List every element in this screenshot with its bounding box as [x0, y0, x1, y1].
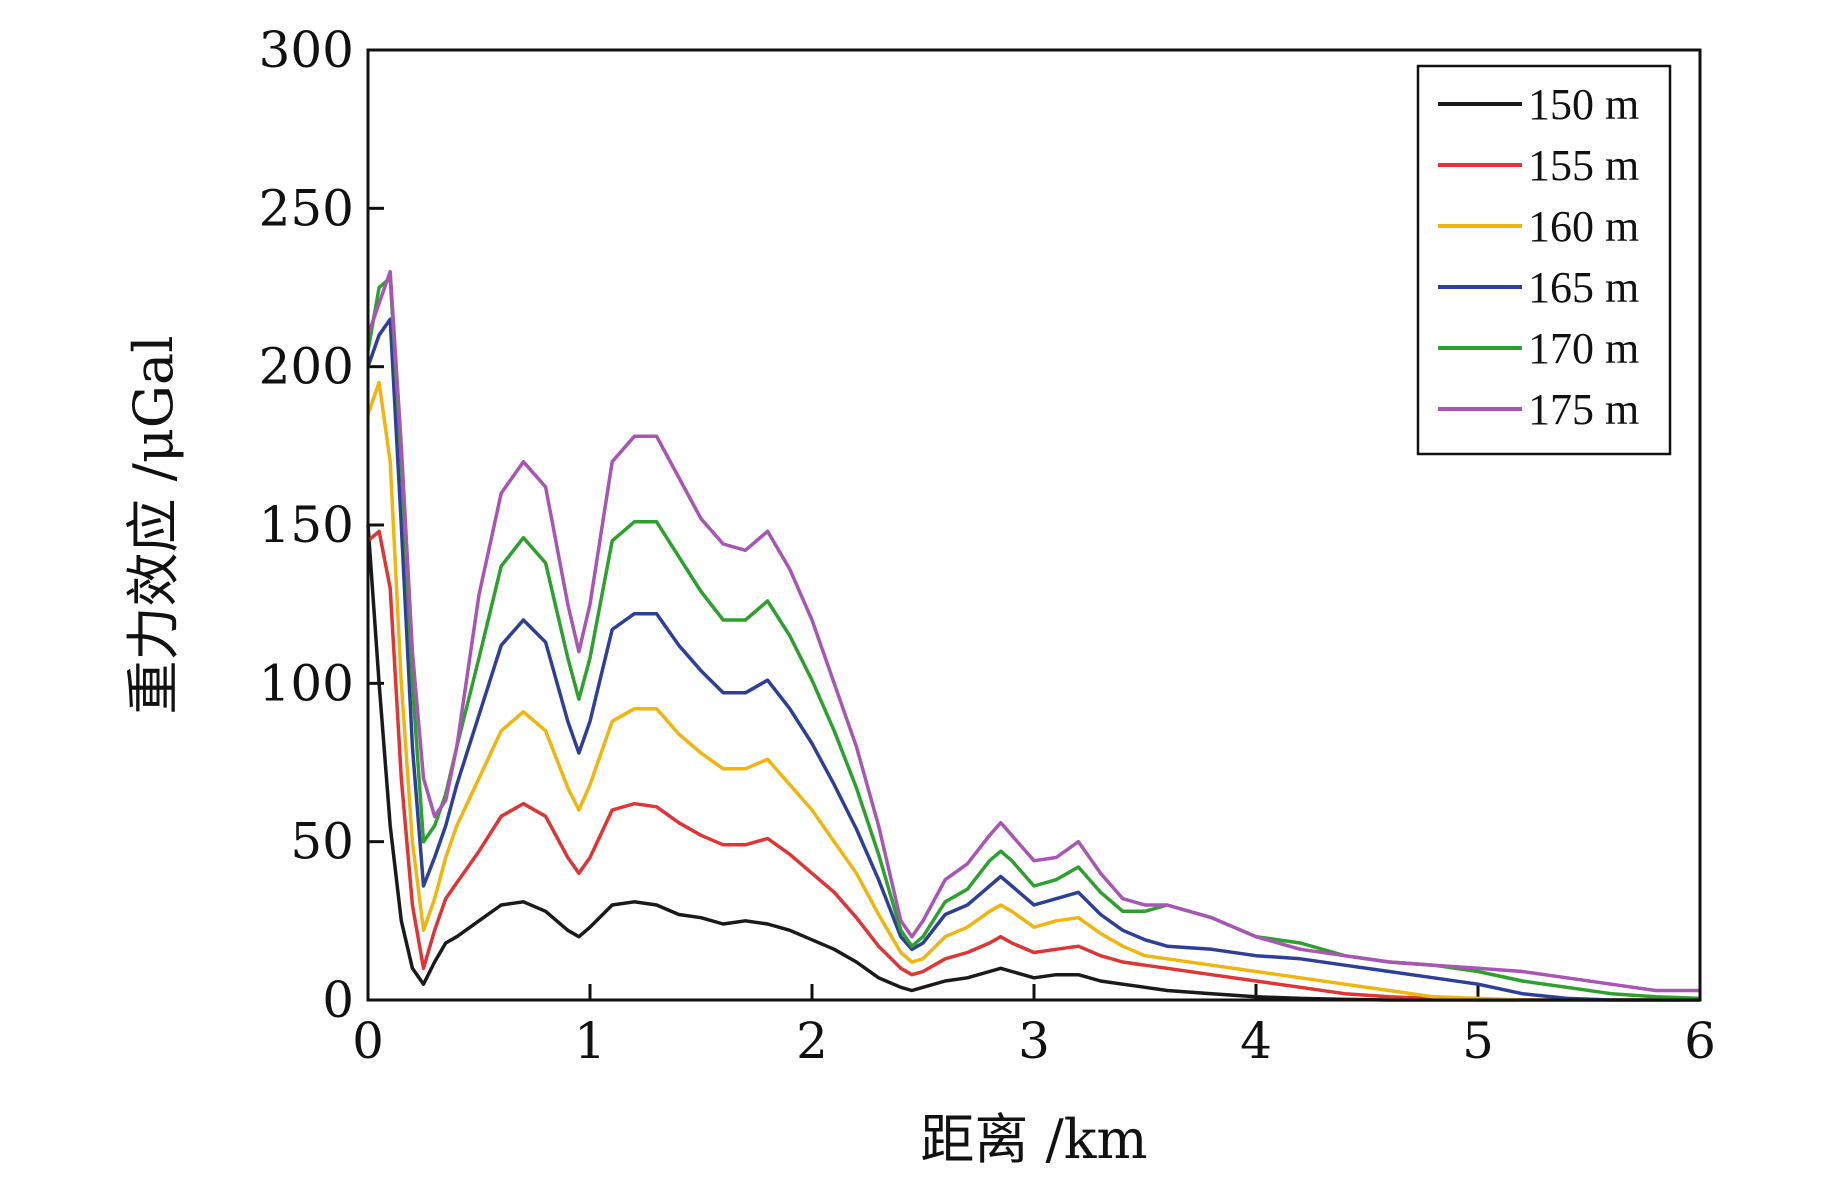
- series-lines: [366, 269, 1701, 1002]
- series-line-170m: [366, 276, 1701, 1001]
- legend-label: 160 m: [1528, 202, 1639, 251]
- legend-label: 165 m: [1528, 263, 1639, 312]
- x-tick-label: 0: [352, 1012, 384, 1070]
- legend-label: 150 m: [1528, 80, 1639, 129]
- legend-label: 155 m: [1528, 141, 1639, 190]
- series-line-165m: [366, 317, 1700, 1002]
- y-axis-ticks: 0 50 100 150 200 250 300: [259, 21, 384, 1029]
- y-axis-title: 重力效应 /μGal: [122, 335, 185, 714]
- x-tick-label: 5: [1462, 1012, 1494, 1070]
- x-tick-label: 6: [1684, 1012, 1716, 1070]
- y-tick-label: 200: [259, 338, 354, 396]
- x-axis-ticks: 0 1 2 3 4 5 6: [352, 984, 1716, 1070]
- legend-label: 170 m: [1528, 324, 1639, 373]
- legend: 150 m 155 m 160 m 165 m 170 m 175 m: [1416, 64, 1672, 456]
- legend-box: [1416, 64, 1672, 456]
- x-tick-label: 3: [1018, 1012, 1050, 1070]
- y-tick-label: 150: [259, 496, 354, 554]
- x-tick-label: 2: [796, 1012, 828, 1070]
- legend-label: 175 m: [1528, 385, 1639, 434]
- x-tick-label: 1: [574, 1012, 606, 1070]
- x-tick-label: 4: [1240, 1012, 1272, 1070]
- series-line-155m: [366, 529, 1700, 1002]
- y-tick-label: 250: [259, 179, 354, 237]
- series-line-160m: [366, 380, 1700, 1002]
- plot-frame: [366, 48, 1702, 1002]
- y-tick-label: 50: [290, 813, 354, 871]
- series-line-150m: [366, 524, 1700, 1002]
- y-tick-label: 0: [322, 971, 354, 1029]
- y-tick-label: 300: [259, 21, 354, 79]
- series-line-175m: [366, 269, 1700, 993]
- y-tick-label: 100: [259, 654, 354, 712]
- x-axis-title: 距离 /km: [920, 1108, 1147, 1171]
